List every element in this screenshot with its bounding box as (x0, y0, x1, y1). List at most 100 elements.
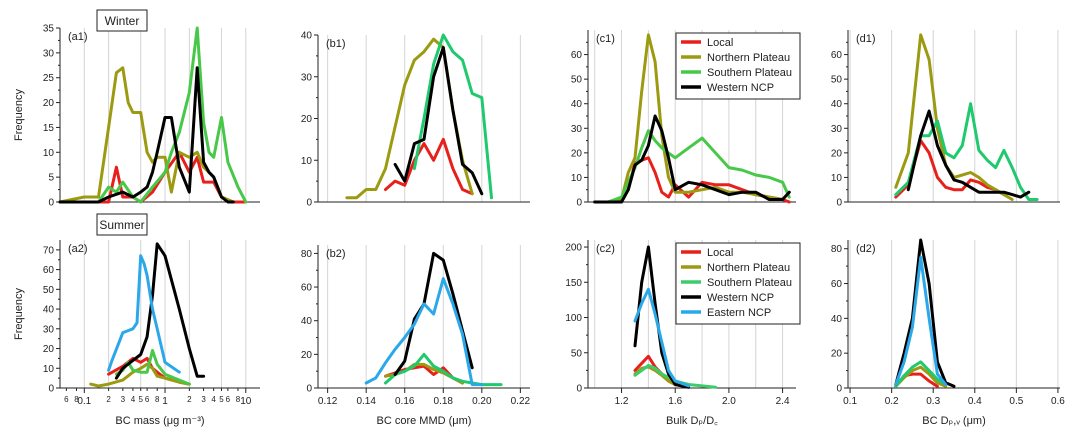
x-tick-label: 8 (155, 395, 160, 404)
x-tick-label: 2.4 (776, 396, 790, 407)
panel-b2: 0 20 40 60 80 0.12 0.14 0.16 0.18 0.20 0.22 (b2) BC … (301, 245, 531, 427)
x-tick-label: 3 (201, 395, 206, 404)
y-tick-label: 30 (571, 124, 583, 135)
y-axis-label: Frequency (13, 288, 25, 340)
x-axis-label: BC core MMD (μm) (377, 415, 472, 427)
series-line-eastern-ncp (633, 287, 691, 388)
y-tick-label: 40 (571, 99, 583, 110)
panel-label: (c1) (596, 33, 615, 45)
x-tick-label: 1.2 (615, 396, 629, 407)
x-tick-label: 0.3 (926, 396, 940, 407)
y-tick-label: 20 (831, 349, 843, 360)
series-line-western-ncp (906, 109, 1031, 199)
season-label-box: Winter (96, 9, 148, 32)
panel-b1: 0 10 20 30 40 (b1) (301, 31, 530, 209)
legend-label: Local (707, 37, 733, 49)
y-tick-label: 80 (831, 244, 843, 255)
grid-d2 (849, 240, 1059, 388)
series-line-local (384, 137, 474, 196)
series-line-eastern-ncp (894, 255, 948, 386)
y-tick-label: 60 (43, 265, 55, 276)
x-tick-label: 2 (106, 395, 111, 404)
x-tick-label: 8 (236, 395, 241, 404)
y-tick-label: 0 (576, 384, 582, 395)
y-tick-label: 20 (831, 148, 843, 159)
panel-label: (b2) (326, 248, 346, 260)
x-tick-label: 0.2 (885, 396, 899, 407)
x-tick-label: 10 (240, 396, 252, 407)
x-tick-label: 4 (211, 395, 216, 404)
x-tick-label: 1.6 (668, 396, 682, 407)
grid-b2 (327, 245, 521, 388)
grid-b1 (327, 35, 521, 202)
y-tick-label: 60 (301, 283, 313, 294)
series-line-western-ncp (393, 46, 484, 196)
panel-d1: 0 10 20 30 40 50 60 (d1) (831, 30, 1060, 209)
y-tick-label: 35 (43, 24, 55, 35)
y-tick-label: 100 (565, 313, 582, 324)
season-label-box: Summer (96, 213, 148, 236)
x-tick-label: 5 (219, 395, 224, 404)
series-line-eastern-ncp (364, 277, 484, 387)
panel-label: (d1) (856, 33, 876, 45)
y-tick-label: 50 (831, 75, 843, 86)
panel-c1: 0 10 20 30 40 50 60 (c1) Local Northern Plateau So… (571, 30, 801, 209)
panel-label: (a1) (68, 31, 88, 43)
y-tick-label: 10 (571, 173, 583, 184)
y-tick-label: 20 (43, 344, 55, 355)
y-tick-label: 50 (43, 285, 55, 296)
legend-label: Eastern NCP (707, 307, 771, 319)
y-tick-label: 20 (43, 98, 55, 109)
y-tick-label: 30 (831, 124, 843, 135)
series-line-southern-plateau-b-d (894, 360, 948, 388)
x-tick-label: 0.4 (968, 396, 982, 407)
panel-c2: 0 50 100 150 200 1.2 1.6 2.0 2.4 (c2) Bulk Dₚ/D꜀ Lo… (565, 240, 801, 427)
y-tick-label: 20 (301, 350, 313, 361)
season-label: Summer (99, 218, 144, 232)
x-tick-label: 1 (162, 396, 168, 407)
y-tick-label: 60 (831, 279, 843, 290)
series-line-northern-plateau (89, 362, 191, 388)
panel-d2: 0 20 40 60 80 0.1 0.2 0.3 0.4 0.5 0.6 (d2) BC Dₚ,ᵥ (… (831, 238, 1065, 427)
legend-label: Western NCP (707, 82, 774, 94)
x-axis-label: BC mass (μg m⁻³) (115, 415, 204, 427)
series-line-southern-plateau (58, 26, 248, 204)
season-label: Winter (105, 14, 140, 28)
y-tick-label: 10 (301, 156, 313, 167)
series-line-western-ncp (894, 238, 956, 388)
x-axis-label: Bulk Dₚ/D꜀ (666, 415, 718, 427)
x-axis-label: BC Dₚ,ᵥ (μm) (922, 415, 985, 427)
series-line-western-ncp (393, 251, 474, 376)
y-tick-label: 15 (43, 123, 55, 134)
y-tick-label: 0 (306, 384, 312, 395)
y-tick-label: 70 (43, 245, 55, 256)
y-tick-label: 40 (831, 99, 843, 110)
season-box (96, 213, 148, 236)
series-line-southern-plateau (593, 129, 791, 204)
y-tick-label: 40 (831, 314, 843, 325)
grid-d1 (849, 30, 1059, 202)
legend-label: Southern Plateau (707, 277, 792, 289)
y-tick-label: 50 (571, 348, 583, 359)
grid-a1 (83, 28, 247, 202)
y-tick-label: 30 (43, 324, 55, 335)
panel-label: (a2) (68, 243, 88, 255)
x-tick-label: 0.1 (843, 396, 857, 407)
x-tick-label: 0.12 (318, 396, 338, 407)
y-tick-label: 10 (43, 148, 55, 159)
y-tick-label: 20 (571, 148, 583, 159)
y-tick-label: 40 (43, 305, 55, 316)
y-tick-label: 30 (301, 72, 313, 83)
y-axis-label: Frequency (13, 89, 25, 141)
x-tick-label: 0.20 (472, 396, 492, 407)
y-tick-label: 50 (571, 75, 583, 86)
grid-a2 (83, 240, 247, 388)
y-tick-label: 10 (831, 173, 843, 184)
y-tick-label: 0 (836, 198, 842, 209)
series-line-western-ncp (58, 66, 235, 204)
legend-label: Northern Plateau (707, 52, 790, 64)
season-box (96, 9, 148, 32)
legend-c1: Local Northern Plateau Southern Plateau Wes… (675, 32, 801, 100)
x-tick-label: 6 (64, 395, 69, 404)
